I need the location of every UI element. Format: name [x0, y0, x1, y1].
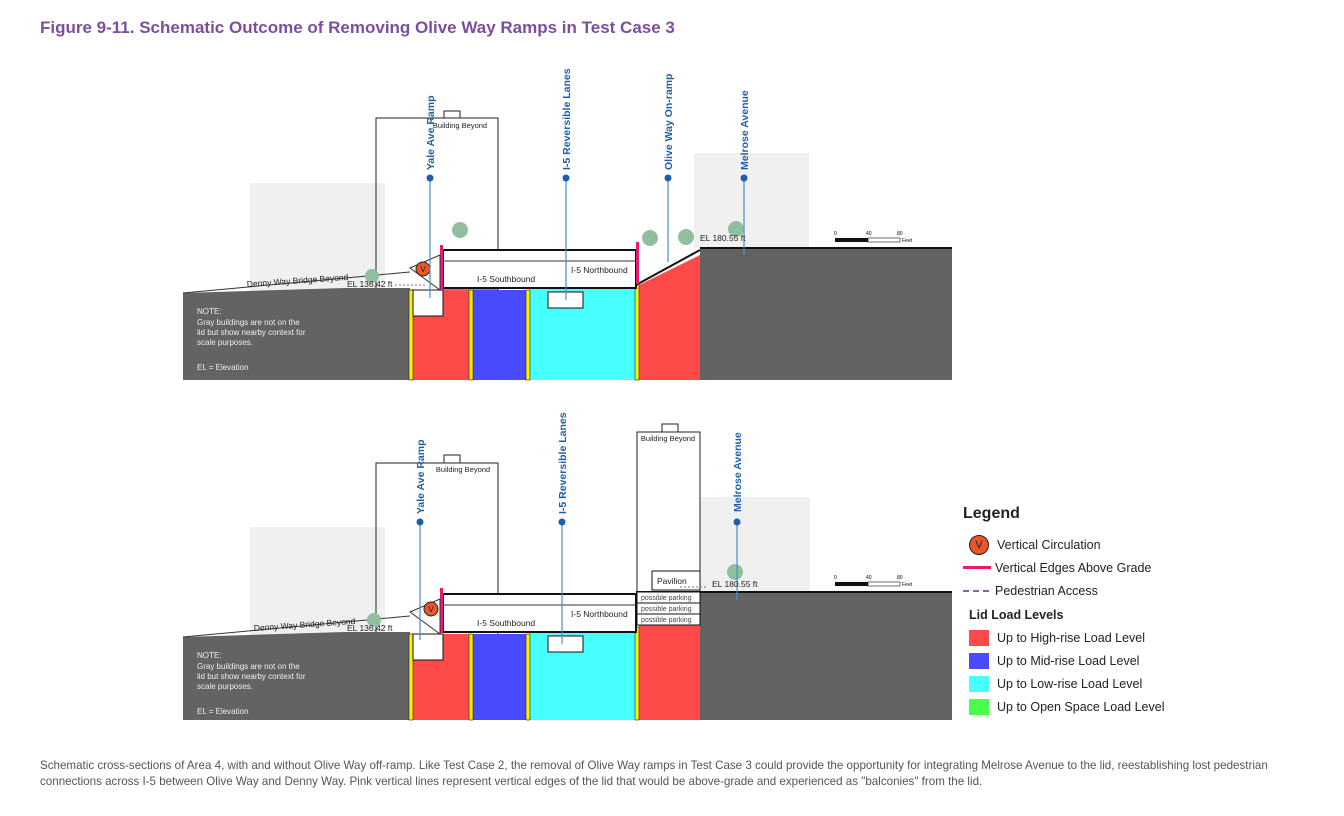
- svg-text:I-5 Reversible Lanes: I-5 Reversible Lanes: [557, 412, 569, 514]
- svg-text:NOTE:: NOTE:: [197, 307, 221, 316]
- legend-mid-rise: Up to Mid-rise Load Level: [963, 649, 1164, 672]
- context-building: [250, 183, 385, 293]
- svg-text:EL 136.42 ft: EL 136.42 ft: [347, 623, 393, 633]
- svg-text:possible parking: possible parking: [641, 595, 692, 602]
- svg-text:EL 136.42 ft: EL 136.42 ft: [347, 279, 393, 289]
- label-melrose-avenue: Melrose Avenue: [739, 90, 751, 170]
- svg-text:40: 40: [866, 575, 872, 581]
- legend-open-space: Up to Open Space Load Level: [963, 695, 1164, 718]
- figure-title: Figure 9-11. Schematic Outcome of Removi…: [40, 18, 675, 37]
- svg-text:Melrose Avenue: Melrose Avenue: [732, 432, 744, 512]
- ground-right: [700, 248, 952, 380]
- low-rise-swatch: [969, 675, 989, 692]
- lid-load-levels-title: Lid Load Levels: [969, 608, 1064, 622]
- svg-text:I-5 Southbound: I-5 Southbound: [477, 274, 535, 284]
- top-cross-section: Building Beyond V Yale Ave Ramp I-5 Reve…: [182, 68, 952, 381]
- open-space-swatch: [969, 698, 989, 715]
- ground-left: [183, 288, 410, 380]
- svg-text:scale purposes.: scale purposes.: [197, 338, 253, 347]
- svg-text:I-5 Southbound: I-5 Southbound: [477, 618, 535, 628]
- mid-rise-swatch: [969, 652, 989, 669]
- bottom-cross-section: Building Beyond Building Beyond Pavilion…: [182, 412, 952, 721]
- svg-text:Building Beyond: Building Beyond: [436, 465, 490, 474]
- svg-text:Feet: Feet: [902, 238, 913, 244]
- svg-text:EL 180.55 ft: EL 180.55 ft: [700, 233, 746, 243]
- vertical-edge: [636, 242, 639, 284]
- svg-text:scale purposes.: scale purposes.: [197, 682, 253, 691]
- svg-text:40: 40: [866, 231, 872, 237]
- vertical-edge: [440, 245, 443, 290]
- svg-text:possible parking: possible parking: [641, 617, 692, 624]
- svg-text:Gray buildings are not on the: Gray buildings are not on the: [197, 662, 300, 671]
- vertical-circulation-icon: V: [969, 534, 989, 555]
- svg-text:EL 180.55 ft: EL 180.55 ft: [712, 579, 758, 589]
- building-beyond-label: Building Beyond: [433, 121, 487, 130]
- pink-line-icon: [963, 566, 991, 569]
- legend: Legend V Vertical Circulation Vertical E…: [963, 505, 1164, 718]
- svg-text:Feet: Feet: [902, 582, 913, 588]
- svg-text:lid but show nearby context fo: lid but show nearby context for: [197, 672, 306, 681]
- svg-text:Gray buildings are not on the: Gray buildings are not on the: [197, 318, 300, 327]
- context-building: [694, 153, 809, 248]
- mid-rise-zone: [473, 290, 526, 380]
- svg-text:0: 0: [834, 575, 837, 581]
- svg-text:lid but show nearby context fo: lid but show nearby context for: [197, 328, 306, 337]
- svg-text:I-5 Northbound: I-5 Northbound: [571, 609, 628, 619]
- label-olive-way-onramp: Olive Way On-ramp: [663, 74, 675, 170]
- high-rise-zone: [639, 255, 700, 380]
- svg-text:I-5 Northbound: I-5 Northbound: [571, 265, 628, 275]
- svg-text:possible parking: possible parking: [641, 606, 692, 613]
- label-yale-ave-ramp: Yale Ave Ramp: [425, 95, 437, 170]
- svg-text:EL = Elevation: EL = Elevation: [197, 707, 249, 716]
- legend-vertical-circulation: V Vertical Circulation: [963, 533, 1164, 556]
- svg-text:80: 80: [897, 231, 903, 237]
- dashed-arrow-icon: [963, 589, 989, 592]
- legend-title: Legend: [963, 505, 1020, 522]
- pavilion-label: Pavilion: [657, 576, 687, 586]
- svg-text:0: 0: [834, 231, 837, 237]
- legend-vertical-edges: Vertical Edges Above Grade: [963, 556, 1164, 579]
- svg-text:V: V: [428, 605, 434, 614]
- svg-text:Yale Ave Ramp: Yale Ave Ramp: [415, 439, 427, 514]
- svg-text:V: V: [420, 265, 426, 274]
- svg-text:80: 80: [897, 575, 903, 581]
- svg-text:NOTE:: NOTE:: [197, 651, 221, 660]
- legend-high-rise: Up to High-rise Load Level: [963, 626, 1164, 649]
- legend-pedestrian: Pedestrian Access: [963, 579, 1164, 602]
- svg-text:Building Beyond: Building Beyond: [641, 434, 695, 443]
- high-rise-swatch: [969, 629, 989, 646]
- label-i5-reversible: I-5 Reversible Lanes: [561, 68, 573, 170]
- figure-caption: Schematic cross-sections of Area 4, with…: [40, 759, 1268, 788]
- svg-text:EL = Elevation: EL = Elevation: [197, 363, 249, 372]
- legend-low-rise: Up to Low-rise Load Level: [963, 672, 1164, 695]
